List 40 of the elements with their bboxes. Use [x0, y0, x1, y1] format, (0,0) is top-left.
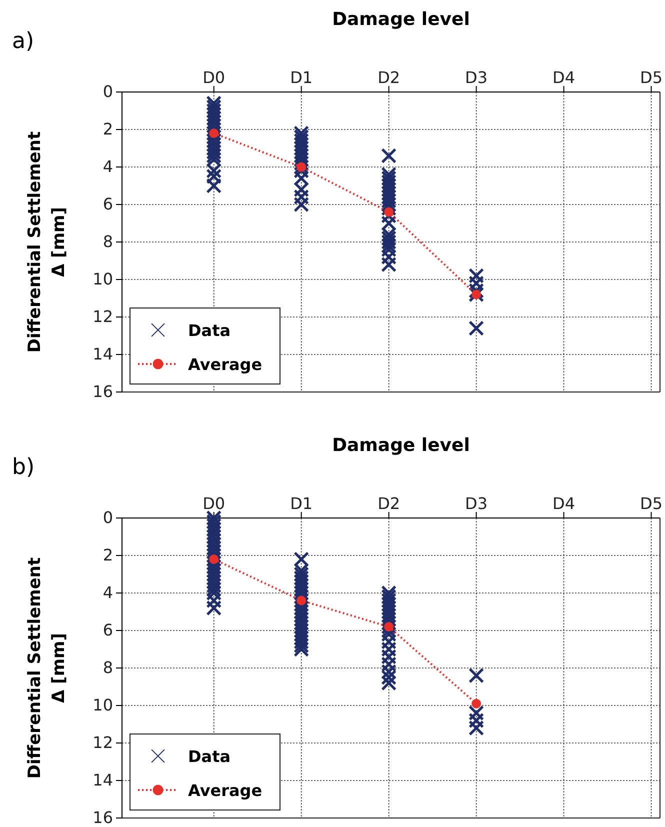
- y-tick-label: 6: [102, 194, 113, 214]
- y-tick-label: 10: [92, 270, 113, 289]
- y-tick-label: 2: [102, 120, 113, 139]
- y-tick-label: 0: [102, 82, 113, 102]
- x-tick-label: D0: [202, 68, 226, 87]
- y-tick-label: 8: [102, 232, 113, 252]
- y-tick-label: 12: [92, 733, 113, 752]
- legend-label: Data: [188, 321, 231, 340]
- x-tick-label: D2: [378, 68, 400, 87]
- y-tick-label: 10: [92, 696, 113, 715]
- x-tick-label: D0: [202, 494, 226, 513]
- x-tick-label: D2: [378, 494, 400, 513]
- text: a): [12, 29, 34, 54]
- y-tick-label: 16: [92, 382, 113, 402]
- y-tick-label: 14: [92, 344, 113, 364]
- y-axis-title: Differential Settlement Δ [mm]: [25, 131, 69, 353]
- chart-title: Damage level: [332, 9, 470, 30]
- chart-title: Damage level: [332, 435, 470, 456]
- y-axis-title: Differential Settlement Δ [mm]: [25, 557, 69, 779]
- y-tick-label: 8: [102, 658, 113, 678]
- x-tick-label: D3: [465, 68, 488, 87]
- y-tick-label: 14: [92, 770, 113, 790]
- x-tick-label: D4: [552, 494, 576, 513]
- y-tick-label: 6: [102, 620, 113, 640]
- y-tick-label: 4: [102, 157, 113, 176]
- text: b): [12, 455, 35, 480]
- x-tick-label: D5: [640, 68, 662, 87]
- legend-label: Average: [188, 781, 262, 800]
- y-tick-label: 16: [92, 808, 113, 827]
- x-tick-label: D4: [552, 68, 576, 87]
- y-tick-label: 4: [102, 583, 113, 602]
- y-tick-label: 0: [102, 508, 113, 528]
- x-tick-label: D3: [465, 494, 488, 513]
- x-tick-label: D1: [290, 68, 313, 87]
- legend-label: Data: [188, 747, 231, 766]
- legend-label: Average: [188, 355, 262, 374]
- x-tick-label: D5: [640, 494, 662, 513]
- y-tick-label: 2: [102, 546, 113, 565]
- x-tick-label: D1: [290, 494, 313, 513]
- y-tick-label: 12: [92, 307, 113, 326]
